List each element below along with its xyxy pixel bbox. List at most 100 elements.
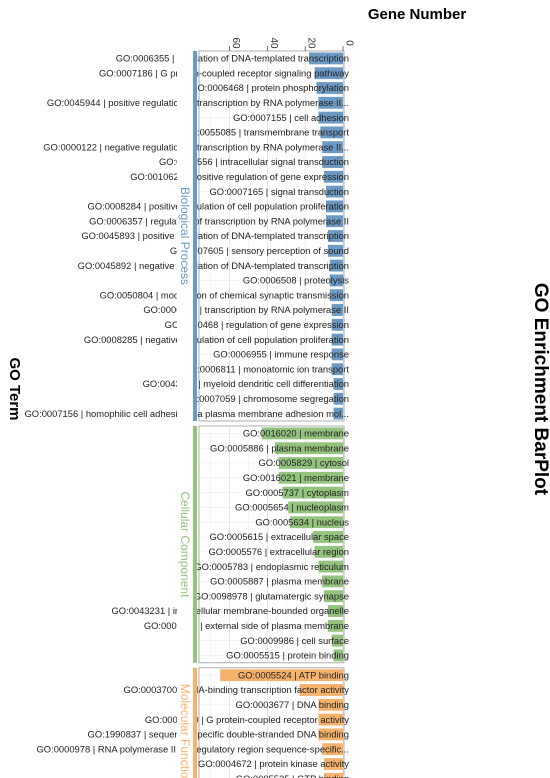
bar	[322, 575, 343, 588]
term-label: GO:0007186 | G protein-coupled receptor …	[99, 67, 349, 78]
term-label: GO:0010468 | regulation of gene expressi…	[165, 319, 349, 330]
panel-cellular-component: GO:0016020 | membrane GO:0005886 | plasma…	[112, 425, 350, 664]
bar	[327, 230, 343, 242]
term-label: GO:0005829 | cytosol	[258, 457, 349, 468]
bar	[274, 442, 343, 455]
strip-label: Cellular Component	[178, 491, 192, 598]
term-label: GO:0005525 | GTP binding	[236, 773, 349, 778]
term-label: GO:0005887 | plasma membrane	[210, 576, 349, 587]
bar	[333, 392, 343, 405]
term-label: GO:0006468 | protein phosphorylation	[190, 82, 349, 93]
term-label: GO:0005615 | extracellular space	[210, 531, 350, 542]
term-label: GO:0007059 | chromosome segregation	[182, 393, 349, 404]
bar	[314, 545, 343, 558]
term-label: GO:0005634 | nucleus	[255, 516, 349, 527]
panel-background	[198, 425, 345, 664]
strip-bar	[193, 667, 197, 778]
term-label: GO:0005524 | ATP binding	[238, 669, 349, 680]
term-label: GO:0098978 | glutamatergic synapse	[194, 590, 349, 601]
term-label: GO:0005515 | protein binding	[226, 650, 349, 661]
term-label: GO:0005576 | extracellular region	[208, 546, 349, 557]
panel-biological-process: GO:0006355 | regulation of DNA-templated…	[25, 50, 350, 422]
bar	[329, 289, 343, 302]
bar	[318, 698, 343, 711]
bar	[331, 348, 343, 361]
bar	[316, 82, 343, 94]
term-label: GO:1990837 | sequence-specific double-st…	[88, 729, 349, 740]
term-label: GO:0003700 | DNA-binding transcription f…	[124, 684, 350, 695]
bar	[333, 407, 343, 420]
bar	[331, 318, 343, 331]
bar	[325, 185, 343, 198]
bar	[320, 126, 343, 139]
term-label: GO:0055085 | transmembrane transport	[182, 127, 349, 138]
term-label: GO:0016021 | membrane	[243, 472, 349, 483]
term-label: GO:0006811 | monoatomic ion transport	[183, 363, 350, 374]
term-label: GO:0045892 | negative regulation of DNA-…	[78, 260, 349, 271]
term-label: GO:0006366 | transcription by RNA polyme…	[143, 304, 349, 315]
bar	[331, 333, 343, 346]
bar	[322, 156, 343, 168]
bar	[327, 619, 343, 632]
x-tick-label: 60	[230, 37, 241, 49]
bar	[312, 531, 343, 543]
term-label: GO:0005886 | plasma membrane	[210, 442, 349, 453]
strip-background	[177, 51, 193, 421]
bar	[327, 244, 343, 257]
term-label: GO:0006955 | immune response	[213, 349, 349, 360]
strip-background	[177, 667, 193, 778]
term-label: GO:0008285 | negative regulation of cell…	[84, 334, 349, 345]
bar	[318, 96, 343, 109]
term-label: GO:0007165 | signal transduction	[209, 186, 349, 197]
term-label: GO:0016020 | membrane	[243, 428, 349, 439]
term-label: GO:0007605 | sensory perception of sound	[170, 245, 349, 256]
bar	[333, 378, 343, 390]
term-label: GO:0006508 | proteolysis	[243, 275, 349, 286]
bar	[322, 141, 343, 154]
bar	[220, 669, 343, 682]
bar	[278, 457, 343, 469]
term-label: GO:0045893 | positive regulation of DNA-…	[81, 230, 349, 241]
bar	[331, 634, 343, 647]
bar	[282, 486, 343, 499]
bar	[318, 111, 343, 124]
term-label: GO:0043231 | intracellular membrane-boun…	[112, 605, 349, 616]
strip-label: Biological Process	[178, 187, 192, 285]
x-axis: 0 20 40 60	[229, 37, 355, 51]
bar	[322, 743, 343, 756]
chart-title: GO Enrichment BarPlot	[530, 283, 550, 496]
term-label: GO:0035556 | intracellular signal transd…	[159, 156, 349, 167]
term-label: GO:0007155 | cell adhesion	[233, 112, 349, 123]
x-tick-label: 20	[306, 37, 317, 49]
bar	[331, 363, 343, 376]
bar	[290, 516, 343, 529]
plot-area: GO Enrichment BarPlot GO Term GO:0006355…	[6, 50, 550, 778]
bar	[318, 728, 343, 741]
term-label: GO:0050804 | modulation of chemical syna…	[100, 289, 349, 300]
bar	[325, 200, 343, 213]
strip-bar	[193, 426, 197, 663]
bar	[327, 605, 343, 617]
term-label: GO:0005783 | endoplasmic reticulum	[194, 561, 349, 572]
bar	[318, 713, 343, 726]
bar	[308, 52, 343, 65]
x-tick-label: 40	[268, 37, 279, 49]
term-label: GO:0005654 | nucleoplasm	[235, 502, 349, 513]
term-label: GO:0003677 | DNA binding	[236, 699, 349, 710]
bar	[324, 590, 343, 603]
bar	[324, 772, 343, 778]
bar	[324, 170, 343, 183]
term-label: GO:0004672 | protein kinase activity	[198, 758, 349, 769]
bar	[331, 304, 343, 316]
bar	[333, 649, 343, 662]
term-label: GO:0005737 | cytoplasm	[245, 487, 349, 498]
bar	[324, 758, 343, 770]
bar	[288, 501, 343, 514]
term-label: GO:0045944 | positive regulation of tran…	[47, 97, 349, 108]
term-label: GO:0009897 | external side of plasma mem…	[144, 620, 349, 631]
bar	[329, 274, 343, 287]
strip-label: Molecular Function	[178, 684, 192, 778]
bar	[299, 684, 343, 696]
bar	[318, 560, 343, 573]
